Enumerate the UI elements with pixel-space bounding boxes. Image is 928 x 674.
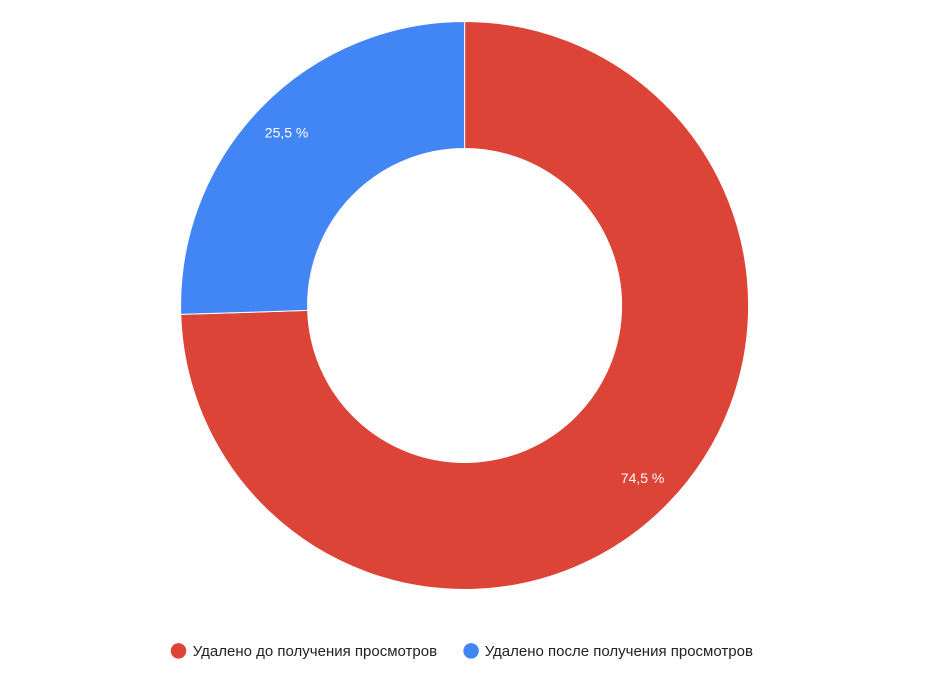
svg-text:Удалено после получения просмо: Удалено после получения просмотров (485, 643, 753, 660)
svg-text:25,5 %: 25,5 % (265, 125, 309, 141)
svg-text:Удалено до получения просмотро: Удалено до получения просмотров (193, 643, 437, 660)
svg-text:74,5 %: 74,5 % (621, 470, 665, 486)
